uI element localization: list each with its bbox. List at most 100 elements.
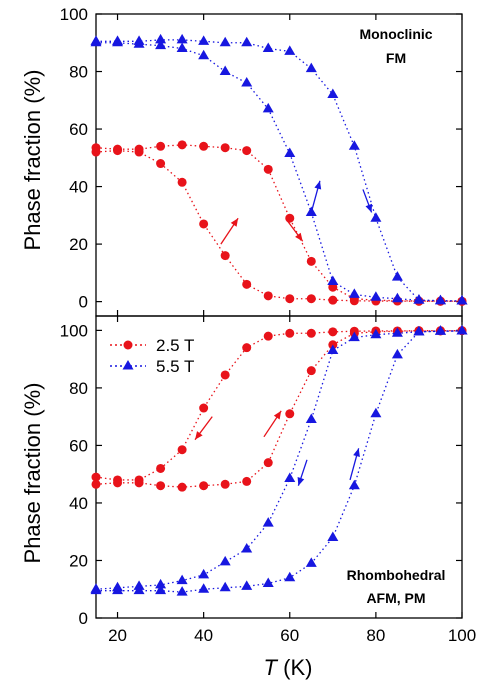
y-axis-title-bottom: Phase fraction (%) xyxy=(20,383,45,564)
annotation-monoclinic: Monoclinic xyxy=(359,26,432,42)
data-point-2.5 T-top xyxy=(177,177,187,187)
plot-frame-top xyxy=(95,13,463,317)
data-point-5.5 T-top xyxy=(262,102,274,113)
data-point-2.5 T-top xyxy=(349,296,359,306)
data-point-5.5 T-bottom xyxy=(327,344,339,355)
arrow-head-top xyxy=(230,218,239,227)
data-point-5.5 T-top xyxy=(348,140,360,150)
data-point-2.5 T-bottom xyxy=(285,328,295,338)
data-point-5.5 T-top xyxy=(370,291,382,301)
data-point-5.5 T-bottom xyxy=(305,413,317,424)
data-point-5.5 T-top xyxy=(241,36,253,47)
data-point-5.5 T-top xyxy=(456,295,468,305)
data-point-5.5 T-bottom xyxy=(155,584,167,595)
data-point-2.5 T-top xyxy=(285,294,295,304)
data-point-5.5 T-bottom xyxy=(241,542,253,553)
data-point-2.5 T-bottom xyxy=(156,463,166,473)
data-point-5.5 T-bottom xyxy=(327,531,339,541)
data-point-5.5 T-top xyxy=(348,288,360,298)
data-point-2.5 T-top xyxy=(134,147,144,157)
annotation-rhombohedral: Rhombohedral xyxy=(347,567,446,583)
data-point-5.5 T-bottom xyxy=(456,324,468,335)
y-axis-title-top: Phase fraction (%) xyxy=(20,70,45,251)
data-point-5.5 T-bottom xyxy=(176,574,188,585)
data-point-5.5 T-top xyxy=(391,271,403,281)
bottom-panel: 0 20 40 60 80 100 20 40 60 80 100 xyxy=(60,315,476,645)
data-point-2.5 T-bottom xyxy=(134,478,144,488)
data-point-5.5 T-top xyxy=(112,36,124,47)
series-line-5.5 T-bottom xyxy=(96,330,463,593)
data-point-5.5 T-top xyxy=(198,49,210,60)
series-line-5.5 T-bottom xyxy=(95,330,463,590)
series-line-2.5 T-top xyxy=(95,149,462,302)
arrow-head-top xyxy=(295,232,303,242)
data-point-2.5 T-top xyxy=(91,147,101,157)
data-point-5.5 T-top xyxy=(434,294,446,305)
legend-marker-5.5T xyxy=(122,360,134,370)
data-point-5.5 T-top xyxy=(305,62,317,73)
data-point-5.5 T-bottom xyxy=(90,584,102,595)
y-tick-label-top: 80 xyxy=(69,63,88,82)
arrow-head-bottom xyxy=(297,476,305,486)
data-point-5.5 T-bottom xyxy=(413,325,425,336)
data-point-5.5 T-top xyxy=(284,147,296,157)
annotation-fm: FM xyxy=(386,50,406,66)
data-point-5.5 T-top xyxy=(176,33,188,44)
data-point-5.5 T-bottom xyxy=(133,584,145,595)
data-point-5.5 T-top xyxy=(262,42,274,53)
y-tick-label-bottom: 60 xyxy=(69,436,88,455)
data-point-2.5 T-bottom xyxy=(263,331,273,341)
data-point-2.5 T-bottom xyxy=(285,409,295,419)
series-line-5.5 T-top xyxy=(96,42,463,302)
series-line-2.5 T-top xyxy=(95,144,463,302)
data-point-2.5 T-top xyxy=(285,213,295,223)
y-tick-label-bottom: 100 xyxy=(60,321,88,340)
legend-label-5.5T: 5.5 T xyxy=(156,357,194,376)
data-point-5.5 T-bottom xyxy=(219,555,231,566)
data-point-2.5 T-bottom xyxy=(199,403,209,413)
data-point-2.5 T-top xyxy=(177,140,187,150)
data-point-5.5 T-top xyxy=(370,212,382,222)
data-point-2.5 T-bottom xyxy=(177,482,187,492)
data-point-5.5 T-bottom xyxy=(434,325,446,335)
arrow-head-bottom xyxy=(273,410,282,420)
data-point-2.5 T-top xyxy=(263,164,273,174)
series-line-5.5 T-top xyxy=(96,39,463,302)
y-tick-label-bottom: 0 xyxy=(79,609,88,628)
annotation-afm-pm: AFM, PM xyxy=(366,590,425,606)
y-tick-label-bottom: 80 xyxy=(69,379,88,398)
plot-frame-bottom xyxy=(95,315,463,619)
data-point-2.5 T-top xyxy=(306,256,316,266)
arrow-head-bottom xyxy=(195,431,203,440)
data-point-2.5 T-top xyxy=(328,295,338,305)
data-point-5.5 T-bottom xyxy=(370,328,382,339)
data-point-5.5 T-bottom xyxy=(348,331,360,342)
data-point-5.5 T-top xyxy=(155,33,167,44)
data-point-2.5 T-bottom xyxy=(220,479,230,489)
data-point-2.5 T-bottom xyxy=(91,472,101,482)
x-axis-title: T (K) xyxy=(264,655,313,680)
y-tick-label-top: 20 xyxy=(69,235,88,254)
data-point-2.5 T-top xyxy=(156,159,166,169)
data-point-2.5 T-bottom xyxy=(242,476,252,486)
legend: 2.5 T 5.5 T xyxy=(110,336,194,376)
data-point-5.5 T-top xyxy=(219,65,231,76)
data-point-2.5 T-bottom xyxy=(306,328,316,338)
data-point-2.5 T-top xyxy=(199,141,209,151)
x-tick-label: 60 xyxy=(280,626,299,645)
y-tick-label-top: 0 xyxy=(79,293,88,312)
x-tick-label: 80 xyxy=(366,626,385,645)
data-point-2.5 T-bottom xyxy=(156,481,166,491)
series-line-2.5 T-bottom xyxy=(95,330,462,481)
data-point-5.5 T-bottom xyxy=(112,584,124,595)
y-tick-label-top: 100 xyxy=(60,5,88,24)
data-point-2.5 T-top xyxy=(220,251,230,261)
data-point-2.5 T-top xyxy=(199,219,209,229)
data-point-2.5 T-bottom xyxy=(306,366,316,376)
data-point-2.5 T-top xyxy=(113,146,123,156)
legend-marker-2.5T xyxy=(123,340,133,350)
x-tick-label: 40 xyxy=(194,626,213,645)
data-point-5.5 T-top xyxy=(413,294,425,304)
data-point-5.5 T-bottom xyxy=(155,578,167,589)
